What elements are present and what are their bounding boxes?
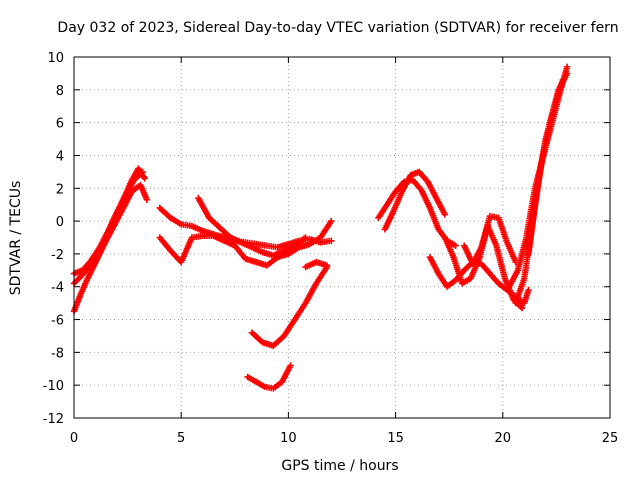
data-points <box>70 63 571 392</box>
y-tick-label: -12 <box>43 412 64 427</box>
series-track-11 <box>381 168 449 233</box>
plot-frame <box>73 56 611 419</box>
y-tick-label: 8 <box>56 84 64 99</box>
data-point <box>525 286 532 294</box>
x-tick-label: 20 <box>495 431 512 446</box>
data-point <box>563 63 571 71</box>
series-track-6 <box>195 194 309 259</box>
series-track-7 <box>248 263 331 349</box>
chart-title: Day 032 of 2023, Sidereal Day-to-day VTE… <box>57 20 618 36</box>
y-tick-label: 10 <box>47 51 64 66</box>
series-track-17 <box>525 76 567 258</box>
y-tick-label: 0 <box>56 215 64 230</box>
y-tick-label: -6 <box>51 314 64 329</box>
data-point <box>328 217 335 225</box>
y-tick-label: 4 <box>56 149 64 164</box>
data-point <box>143 196 151 203</box>
data-point <box>139 168 146 176</box>
data-point <box>452 242 459 249</box>
y-tick-label: 2 <box>56 182 64 197</box>
x-tick-label: 25 <box>602 431 619 446</box>
x-axis-label: GPS time / hours <box>281 458 398 474</box>
series-track-3 <box>70 181 151 287</box>
series-track-5 <box>156 217 335 269</box>
y-tick-label: -10 <box>43 379 64 394</box>
tick-labels: 0 5 10 15 20 25 -12 -10 -8 -6 -4 -2 0 2 4 6 8 10 <box>43 51 619 446</box>
y-axis-label: SDTVAR / TECUs <box>8 181 24 296</box>
series-track-9 <box>244 362 294 392</box>
data-point <box>323 262 331 269</box>
data-point <box>518 304 526 312</box>
series-track-14 <box>461 212 519 267</box>
data-point <box>141 175 148 182</box>
series-track-8 <box>302 258 331 271</box>
grid-layer <box>74 57 610 418</box>
x-tick-label: 0 <box>70 431 78 446</box>
data-point <box>559 76 567 84</box>
data-point <box>563 70 571 77</box>
data-point <box>328 237 335 244</box>
x-tick-label: 10 <box>280 431 297 446</box>
y-tick-label: -4 <box>51 281 64 296</box>
data-point <box>287 362 294 369</box>
y-tick-label: 6 <box>56 117 64 132</box>
data-point <box>441 211 449 218</box>
x-tick-label: 5 <box>177 431 185 446</box>
x-tick-label: 15 <box>387 431 404 446</box>
y-tick-label: -2 <box>51 248 64 263</box>
y-tick-label: -8 <box>51 346 64 361</box>
data-point <box>302 234 309 241</box>
